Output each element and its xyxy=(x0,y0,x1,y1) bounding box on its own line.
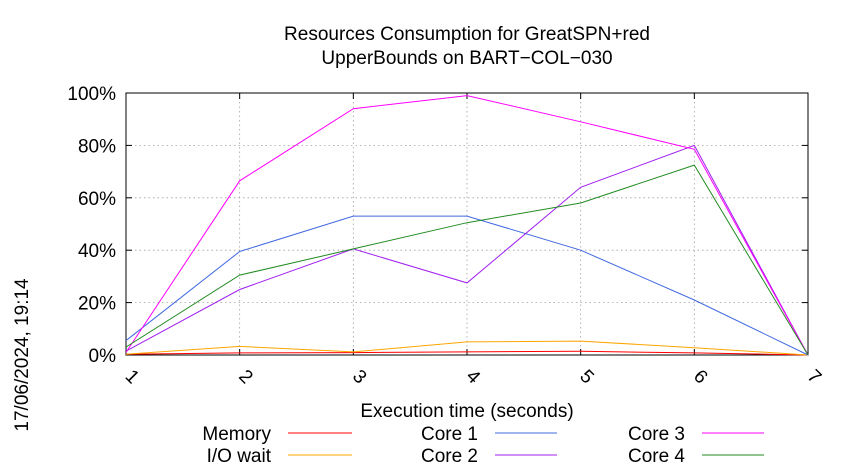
legend-label: Core 1 xyxy=(421,424,478,445)
series-lines xyxy=(125,95,809,356)
y-tick-label: 80% xyxy=(78,136,116,157)
x-tick-label: 4 xyxy=(462,366,485,389)
legend-label: Core 2 xyxy=(421,446,478,467)
x-axis-title: Execution time (seconds) xyxy=(360,401,573,422)
plot-frame xyxy=(125,92,809,356)
legend-label: Core 4 xyxy=(628,446,685,467)
x-tick-label: 7 xyxy=(803,366,825,388)
series-line-core-3 xyxy=(125,95,809,356)
series-line-core-4 xyxy=(125,164,809,356)
legend-label: I/O wait xyxy=(207,446,272,467)
x-tick-label: 1 xyxy=(121,366,143,388)
legend-label: Memory xyxy=(202,424,271,445)
grid xyxy=(125,92,809,356)
chart-title-line-2: UpperBounds on BART−COL−030 xyxy=(321,48,612,69)
y-tick-label: 100% xyxy=(67,84,116,105)
chart-title-line-1: Resources Consumption for GreatSPN+red xyxy=(284,24,650,45)
series-line-i-o-wait xyxy=(125,340,809,356)
x-tick-label: 3 xyxy=(348,366,370,388)
y-tick-label: 20% xyxy=(78,294,116,315)
series-line-memory xyxy=(125,350,809,356)
legend-label: Core 3 xyxy=(628,424,685,445)
x-tick-label: 2 xyxy=(234,366,256,388)
series-line-core-2 xyxy=(125,144,809,356)
x-tick-label: 6 xyxy=(689,366,711,388)
timestamp: 17/06/2024, 19:14 xyxy=(12,278,33,432)
tick-labels: 0% 20% 40% 60% 80% 100% 1 2 3 4 5 6 7 xyxy=(67,84,825,389)
series-line-core-1 xyxy=(125,215,809,356)
y-tick-label: 40% xyxy=(78,241,116,262)
y-tick-label: 0% xyxy=(89,346,117,367)
x-tick-label: 5 xyxy=(575,366,597,388)
y-tick-label: 60% xyxy=(78,189,116,210)
